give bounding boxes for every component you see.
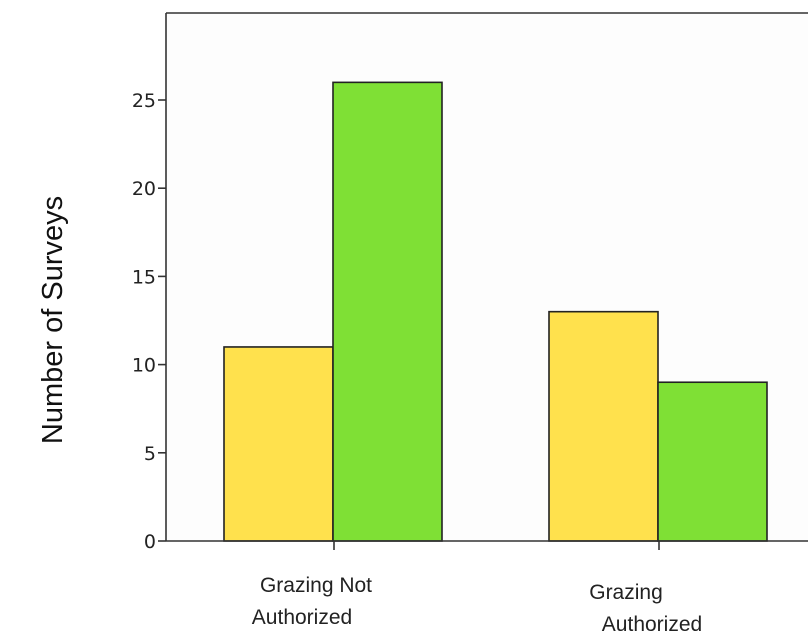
category-label-1-line2: Authorized <box>602 613 702 636</box>
bar-series1-cat1 <box>657 381 768 542</box>
y-tick-label-10: 10 <box>132 355 156 377</box>
bars-group <box>223 81 768 542</box>
category-label-1-line1: Grazing <box>589 581 663 604</box>
category-label-0-line2: Authorized <box>252 606 352 629</box>
bar-series0-cat1 <box>548 310 659 542</box>
y-tick-label-0: 0 <box>144 531 156 553</box>
category-label-0: Grazing Not Authorized <box>252 574 372 629</box>
category-label-0-line1: Grazing Not <box>260 574 372 597</box>
y-tick-label-25: 25 <box>132 90 156 112</box>
bar-series1-cat0 <box>332 81 443 542</box>
x-axis-ticks <box>333 541 660 550</box>
y-axis-label: Number of Surveys <box>37 196 69 444</box>
y-tick-label-5: 5 <box>144 443 156 465</box>
y-tick-label-15: 15 <box>132 266 156 288</box>
bar-series0-cat0 <box>223 346 334 542</box>
y-tick-label-20: 20 <box>132 178 156 200</box>
y-axis-ticks: 0 5 10 15 20 25 <box>132 90 166 553</box>
category-label-1: Grazing Authorized <box>589 581 702 636</box>
